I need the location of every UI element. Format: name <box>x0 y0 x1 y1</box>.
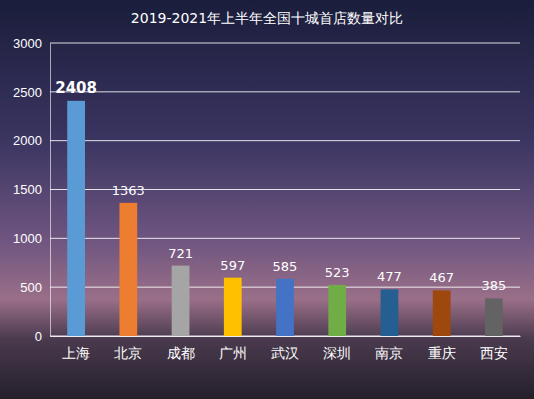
bar <box>67 101 85 336</box>
bar <box>276 279 294 336</box>
x-axis-line <box>51 336 521 337</box>
chart: 2019-2021年上半年全国十城首店数量对比 0 500 1000 1500 2000 2… <box>0 0 534 399</box>
bar <box>172 266 190 336</box>
x-tick: 重庆 <box>428 336 456 361</box>
data-label: 2408 <box>55 79 97 97</box>
x-tick-label: 成都 <box>167 345 195 361</box>
plot: 0 500 1000 1500 2000 2500 3000 上海 北京 成都 广州 武汉 深圳 南京 重庆… <box>13 36 520 361</box>
bar <box>328 285 346 336</box>
grid-line <box>50 43 520 44</box>
x-tick: 深圳 <box>323 336 351 361</box>
x-tick: 南京 <box>375 336 403 361</box>
background <box>0 0 534 399</box>
x-tick: 上海 <box>62 336 90 361</box>
y-tick: 1500 <box>13 182 50 197</box>
x-tick: 武汉 <box>271 336 299 361</box>
data-label: 721 <box>168 246 193 261</box>
y-tick-label: 0 <box>35 329 42 344</box>
y-tick-label: 2000 <box>13 133 42 148</box>
data-label: 585 <box>273 259 298 274</box>
y-axis: 0 500 1000 1500 2000 2500 3000 <box>13 36 50 344</box>
data-labels: 2408 1363 721 597 585 523 477 467 385 <box>55 79 506 294</box>
bar <box>433 290 451 336</box>
x-tick-label: 南京 <box>375 345 403 361</box>
x-axis: 上海 北京 成都 广州 武汉 深圳 南京 重庆 西安 <box>51 336 521 361</box>
data-label: 1363 <box>112 183 145 198</box>
x-tick: 广州 <box>219 336 247 361</box>
x-tick: 北京 <box>114 336 142 361</box>
y-tick: 2000 <box>13 133 50 148</box>
y-axis-line <box>50 44 51 337</box>
y-tick: 1000 <box>13 231 50 246</box>
x-tick-label: 武汉 <box>271 345 299 361</box>
bar <box>485 298 503 336</box>
grid <box>50 43 520 336</box>
y-tick: 3000 <box>13 36 50 51</box>
x-tick: 西安 <box>480 336 508 361</box>
x-tick-label: 广州 <box>219 345 247 361</box>
data-label: 385 <box>481 278 506 293</box>
bar <box>119 203 137 336</box>
data-label: 477 <box>377 269 402 284</box>
y-tick-label: 1500 <box>13 182 42 197</box>
x-tick: 成都 <box>167 336 195 361</box>
bar <box>224 278 242 336</box>
y-tick-label: 1000 <box>13 231 42 246</box>
data-label: 467 <box>429 270 454 285</box>
y-tick: 500 <box>20 280 50 295</box>
y-tick-label: 500 <box>20 280 42 295</box>
x-tick-label: 上海 <box>62 345 90 361</box>
title: 2019-2021年上半年全国十城首店数量对比 <box>131 10 403 26</box>
y-tick-label: 2500 <box>13 84 42 99</box>
grid-line <box>50 140 520 141</box>
bar <box>381 289 399 336</box>
x-tick-label: 重庆 <box>428 345 456 361</box>
data-label: 523 <box>325 265 350 280</box>
y-tick: 0 <box>35 329 50 344</box>
y-tick: 2500 <box>13 84 50 99</box>
bars <box>67 101 503 336</box>
grid-line <box>50 91 520 92</box>
y-tick-label: 3000 <box>13 36 42 51</box>
x-tick-label: 西安 <box>480 345 508 361</box>
x-tick-label: 北京 <box>114 345 142 361</box>
x-tick-label: 深圳 <box>323 345 351 361</box>
data-label: 597 <box>220 258 245 273</box>
